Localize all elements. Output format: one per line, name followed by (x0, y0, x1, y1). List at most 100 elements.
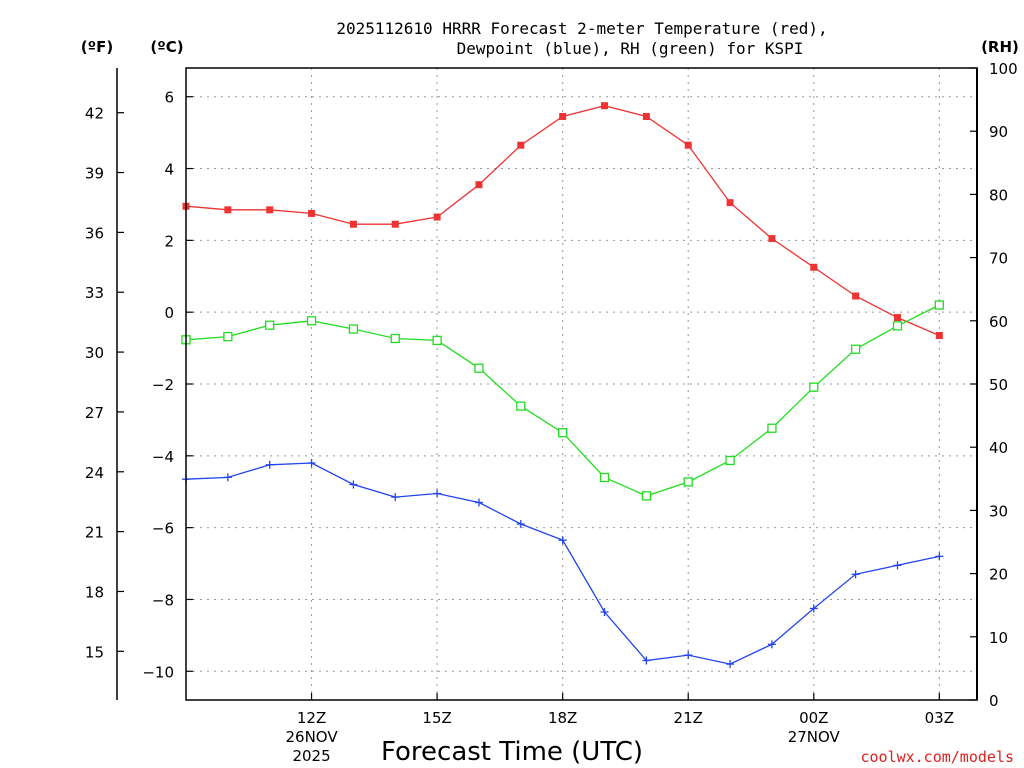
rh-point (850, 344, 861, 354)
grid-lines (186, 68, 977, 700)
2-meter-temperature-point (893, 314, 901, 322)
dewpoint-point (851, 570, 860, 579)
2-meter-temperature-point (391, 220, 399, 228)
rh-point (683, 477, 693, 487)
x-tick-label: 18Z (548, 709, 577, 727)
fahrenheit-tick-label: 42 (85, 105, 104, 123)
x-axis-label: Forecast Time (UTC) (381, 737, 643, 767)
2-meter-temperature-point (559, 112, 567, 120)
rh-tick-label: 50 (989, 376, 1008, 394)
rh-tick-label: 100 (989, 60, 1018, 78)
2-meter-temperature-point (433, 213, 441, 221)
rh-point (767, 423, 777, 433)
rh-point (809, 382, 819, 392)
2-meter-temperature-point (935, 332, 943, 340)
rh-point (432, 335, 442, 346)
dewpoint-point (893, 561, 902, 570)
2-meter-temperature-point (726, 199, 734, 207)
x-tick-label: 03Z (925, 709, 954, 727)
2-meter-temperature-point (475, 181, 483, 189)
celsius-tick-label: −4 (152, 448, 174, 466)
celsius-tick-label: 0 (164, 304, 174, 322)
rh-point (892, 321, 903, 331)
chart-title-line1: 2025112610 HRRR Forecast 2-meter Tempera… (336, 19, 827, 38)
x-tick-label: 21Z (674, 709, 703, 727)
rh-point (348, 324, 359, 334)
2-meter-temperature-point (642, 112, 650, 120)
rh-point (265, 320, 275, 330)
2-meter-temperature-point (349, 220, 357, 228)
rh-point (558, 428, 568, 438)
rh-tick-label: 80 (989, 186, 1008, 204)
fahrenheit-tick-label: 39 (85, 165, 104, 183)
celsius-tick-label: 2 (164, 232, 174, 250)
dewpoint-point (516, 520, 525, 529)
rh-tick-label: 40 (989, 439, 1008, 457)
celsius-tick-label: 4 (164, 161, 174, 179)
rh-point (934, 300, 944, 310)
fahrenheit-tick-label: 21 (85, 524, 104, 542)
dewpoint-point (558, 536, 567, 545)
dewpoint-point (223, 473, 232, 482)
dewpoint-point (265, 460, 274, 469)
2-meter-temperature-point (810, 263, 818, 271)
2-meter-temperature-point (517, 141, 525, 149)
dewpoint-point (935, 552, 944, 561)
data-series (181, 102, 944, 669)
chart-title-line2: Dewpoint (blue), RH (green) for KSPI (457, 39, 804, 58)
2-meter-temperature-point (308, 209, 316, 217)
rh-point (599, 472, 610, 483)
celsius-tick-label: −2 (152, 376, 174, 394)
2-meter-temperature-point (768, 235, 776, 243)
fahrenheit-tick-label: 27 (85, 404, 104, 422)
2-meter-temperature-series-line (185, 105, 940, 337)
x-tick-year-label: 2025 (292, 747, 330, 765)
fahrenheit-tick-label: 33 (85, 284, 104, 302)
celsius-tick-label: −8 (152, 591, 174, 609)
fahrenheit-tick-label: 24 (85, 464, 104, 482)
celsius-tick-label: −10 (142, 663, 174, 681)
rh-point (725, 455, 735, 466)
dewpoint-point (349, 480, 358, 489)
rh-point (516, 401, 526, 411)
rh-point (390, 333, 400, 344)
dewpoint-point (809, 604, 818, 613)
dewpoint-point (726, 660, 735, 669)
rh-point (474, 363, 484, 373)
fahrenheit-unit-label: (ºF) (81, 38, 113, 56)
2-meter-temperature-point (684, 141, 692, 149)
dewpoint-point (307, 459, 316, 467)
fahrenheit-tick-label: 18 (85, 583, 104, 601)
celsius-unit-label: (ºC) (150, 38, 183, 56)
x-tick-label: 12Z (297, 709, 326, 727)
2-meter-temperature-point (852, 292, 860, 300)
dewpoint-point (474, 498, 483, 507)
source-credit: coolwx.com/models (860, 748, 1014, 766)
dewpoint-point (600, 608, 609, 617)
fahrenheit-tick-label: 15 (85, 643, 104, 661)
fahrenheit-tick-label: 36 (85, 224, 104, 242)
x-tick-label: 00Z (799, 709, 828, 727)
x-tick-date-label: 26NOV (285, 728, 338, 746)
x-tick-label: 15Z (422, 709, 451, 727)
fahrenheit-tick-label: 30 (85, 344, 104, 362)
rh-point (223, 331, 233, 342)
dewpoint-series-line (185, 462, 940, 665)
rh-tick-label: 60 (989, 313, 1008, 331)
x-tick-date-label: 27NOV (788, 728, 841, 746)
rh-unit-label: (RH) (981, 38, 1019, 56)
rh-tick-label: 0 (989, 692, 999, 710)
dewpoint-point (433, 489, 442, 498)
rh-tick-label: 30 (989, 502, 1008, 520)
dewpoint-point (391, 493, 400, 502)
2-meter-temperature-point (224, 206, 232, 214)
dewpoint-point (684, 651, 693, 660)
rh-tick-label: 20 (989, 566, 1008, 584)
rh-point (306, 316, 317, 326)
dewpoint-point (642, 656, 651, 665)
rh-tick-label: 90 (989, 123, 1008, 141)
dewpoint-point (767, 640, 776, 649)
2-meter-temperature-point (266, 206, 274, 214)
